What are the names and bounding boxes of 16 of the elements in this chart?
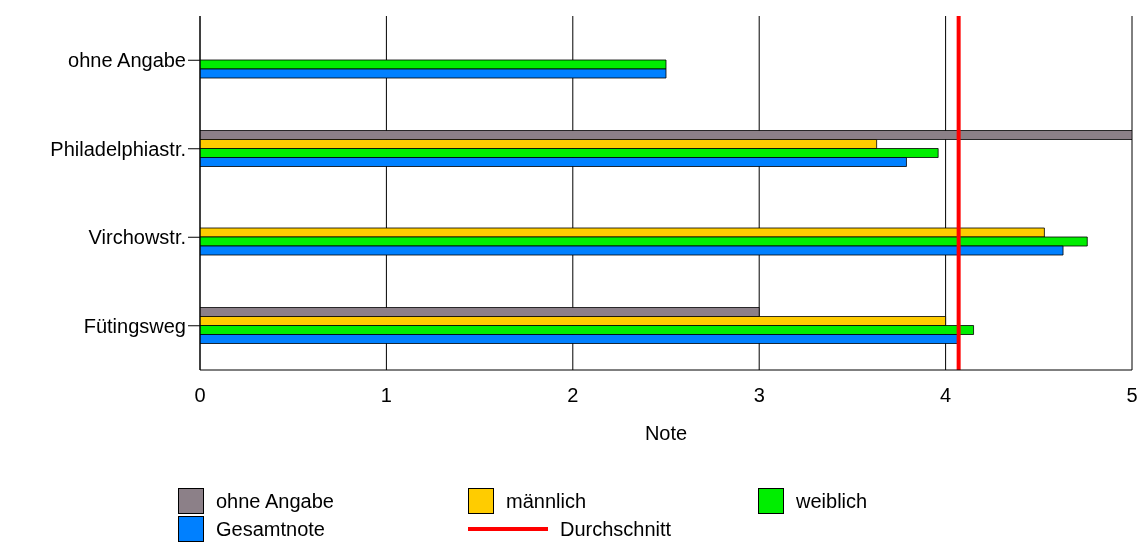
x-tick-label: 4	[940, 384, 952, 407]
legend-label: Durchschnitt	[560, 517, 672, 541]
x-tick-label: 5	[1126, 384, 1138, 407]
legend-label: Gesamtnote	[216, 517, 325, 541]
x-axis-title: Note	[644, 422, 688, 444]
x-tick-label: 3	[753, 384, 765, 407]
y-tick-label: ohne Angabe	[68, 49, 186, 72]
y-tick-label: Philadelphiastr.	[50, 137, 186, 160]
y-tick-label: Virchowstr.	[88, 226, 186, 249]
x-tick-label: 2	[567, 384, 579, 407]
legend-label: weiblich	[796, 489, 868, 513]
legend-label: ohne Angabe	[216, 489, 334, 513]
x-tick-label: 0	[194, 384, 206, 407]
y-tick-label: Fütingsweg	[83, 314, 186, 337]
legend-label: männlich	[506, 489, 587, 513]
x-tick-label: 1	[380, 384, 392, 407]
